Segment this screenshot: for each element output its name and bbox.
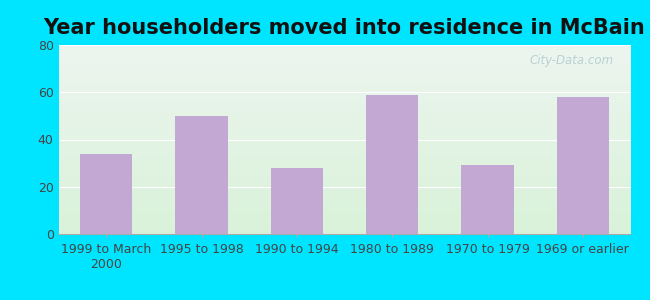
Bar [80,154,133,234]
Bar [366,94,419,234]
Bar [270,168,323,234]
Bar [462,166,514,234]
Title: Year householders moved into residence in McBain: Year householders moved into residence i… [44,18,645,38]
Bar [176,116,227,234]
Bar [556,97,609,234]
Text: City-Data.com: City-Data.com [529,55,614,68]
